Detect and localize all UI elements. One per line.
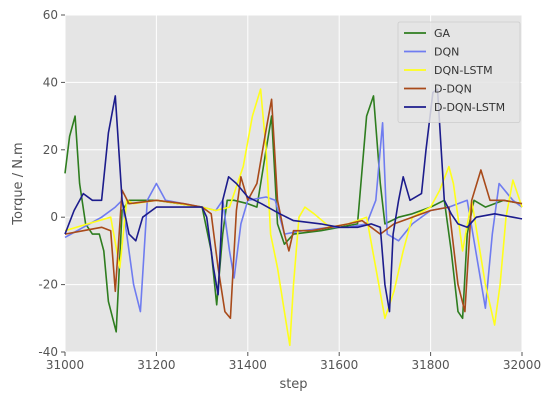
legend-label: DQN-LSTM	[434, 64, 493, 77]
y-tick-label: 60	[43, 8, 58, 22]
series-line-ga	[64, 95, 523, 333]
y-tick-label: 40	[43, 75, 58, 89]
x-tick-label: 31400	[229, 358, 267, 372]
x-tick-label: 32000	[503, 358, 541, 372]
y-tick-label: -20	[38, 278, 58, 292]
legend-label: D-DQN-LSTM	[434, 101, 505, 114]
y-axis-label: Torque / N.m	[11, 142, 26, 225]
x-tick-label: 31200	[137, 358, 175, 372]
y-tick-label: 0	[50, 210, 58, 224]
legend-label: GA	[434, 27, 451, 40]
series-layer	[64, 88, 523, 347]
x-tick-label: 31600	[320, 358, 358, 372]
y-tick-label: -40	[38, 345, 58, 359]
legend: GA DQN DQN-LSTM D-DQN D-DQN-LSTM	[397, 21, 521, 123]
y-tick-label: 20	[43, 143, 58, 157]
legend-box	[397, 21, 521, 123]
legend-label: DQN	[434, 46, 459, 59]
axis-ticks: 31000 31200 31400 31600 31800 32000 -40 -20 0 20 4…	[38, 8, 541, 372]
x-tick-label: 31000	[46, 358, 84, 372]
series-line-d-dqn-lstm	[64, 88, 523, 313]
series-line-d-dqn	[64, 98, 523, 320]
x-tick-label: 31800	[412, 358, 450, 372]
legend-label: D-DQN	[434, 83, 472, 96]
x-axis-label: step	[279, 377, 307, 392]
